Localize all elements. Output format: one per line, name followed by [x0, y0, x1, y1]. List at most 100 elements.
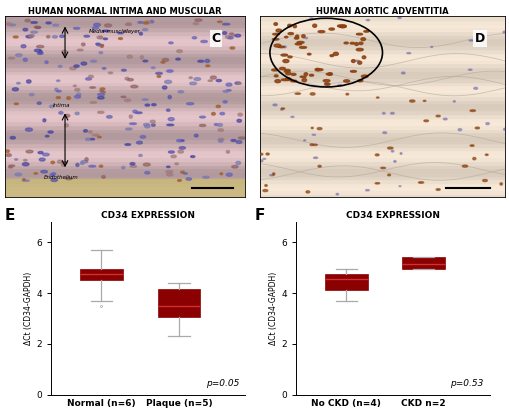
Bar — [260, 20, 504, 24]
Ellipse shape — [92, 134, 99, 136]
Ellipse shape — [361, 56, 365, 59]
Bar — [5, 107, 244, 111]
Ellipse shape — [39, 158, 45, 161]
Bar — [5, 74, 244, 78]
Ellipse shape — [329, 55, 333, 57]
Ellipse shape — [260, 160, 263, 162]
Ellipse shape — [406, 53, 410, 54]
Ellipse shape — [25, 19, 30, 22]
Ellipse shape — [312, 24, 316, 27]
Ellipse shape — [285, 78, 289, 80]
Bar — [5, 67, 244, 71]
Ellipse shape — [14, 103, 18, 105]
PathPatch shape — [402, 257, 444, 269]
Ellipse shape — [73, 28, 79, 29]
Ellipse shape — [45, 61, 48, 63]
Ellipse shape — [124, 99, 130, 102]
Ellipse shape — [390, 150, 393, 152]
Ellipse shape — [22, 179, 25, 180]
Ellipse shape — [97, 96, 104, 99]
Ellipse shape — [281, 79, 288, 81]
Ellipse shape — [9, 165, 15, 166]
Ellipse shape — [142, 29, 148, 31]
Ellipse shape — [73, 85, 76, 87]
Ellipse shape — [186, 178, 191, 180]
Ellipse shape — [382, 132, 386, 134]
Ellipse shape — [304, 37, 307, 39]
Ellipse shape — [129, 123, 136, 125]
Ellipse shape — [218, 139, 223, 141]
Bar — [5, 38, 244, 42]
Ellipse shape — [166, 166, 169, 168]
Ellipse shape — [145, 21, 150, 24]
Ellipse shape — [97, 136, 101, 138]
Ellipse shape — [290, 116, 293, 118]
Ellipse shape — [275, 29, 281, 32]
Ellipse shape — [166, 124, 174, 126]
Ellipse shape — [201, 40, 207, 43]
Ellipse shape — [10, 136, 15, 139]
Bar — [260, 190, 504, 194]
Ellipse shape — [264, 185, 267, 186]
Ellipse shape — [136, 141, 142, 144]
Ellipse shape — [288, 56, 292, 58]
Ellipse shape — [281, 108, 284, 109]
Bar — [260, 81, 504, 85]
Ellipse shape — [43, 119, 46, 122]
Ellipse shape — [312, 144, 317, 145]
Bar — [260, 53, 504, 56]
Ellipse shape — [226, 150, 229, 153]
Bar — [260, 154, 504, 157]
Ellipse shape — [178, 150, 183, 153]
Ellipse shape — [430, 46, 432, 47]
Title: HUMAN NORMAL INTIMA AND MUSCULAR: HUMAN NORMAL INTIMA AND MUSCULAR — [28, 7, 221, 16]
Ellipse shape — [269, 175, 273, 176]
Ellipse shape — [35, 27, 41, 28]
Bar — [5, 154, 244, 157]
Ellipse shape — [103, 38, 107, 40]
Ellipse shape — [29, 34, 34, 37]
Ellipse shape — [81, 43, 85, 46]
Text: Media-musclelayer: Media-musclelayer — [89, 29, 140, 34]
PathPatch shape — [80, 269, 123, 280]
Ellipse shape — [127, 79, 133, 81]
Ellipse shape — [229, 33, 233, 35]
Ellipse shape — [26, 35, 33, 38]
Ellipse shape — [231, 166, 238, 168]
Bar — [260, 179, 504, 183]
Ellipse shape — [235, 82, 240, 84]
Ellipse shape — [285, 78, 291, 81]
Ellipse shape — [280, 54, 287, 56]
Bar — [260, 107, 504, 111]
Ellipse shape — [318, 165, 321, 167]
Ellipse shape — [345, 93, 348, 95]
Ellipse shape — [401, 72, 404, 74]
Ellipse shape — [355, 60, 359, 62]
Ellipse shape — [129, 115, 132, 118]
Ellipse shape — [295, 43, 301, 45]
Ellipse shape — [288, 32, 293, 35]
Ellipse shape — [337, 25, 341, 27]
Ellipse shape — [422, 100, 425, 102]
Ellipse shape — [125, 144, 130, 145]
Ellipse shape — [96, 43, 100, 45]
Ellipse shape — [138, 155, 142, 157]
Bar — [260, 136, 504, 139]
Ellipse shape — [278, 46, 284, 48]
Ellipse shape — [358, 42, 362, 44]
Ellipse shape — [324, 83, 328, 84]
Ellipse shape — [217, 124, 222, 127]
Bar — [260, 111, 504, 114]
Bar — [260, 31, 504, 35]
Ellipse shape — [130, 162, 135, 165]
Ellipse shape — [6, 154, 11, 157]
Ellipse shape — [81, 62, 87, 65]
Ellipse shape — [80, 162, 84, 164]
Ellipse shape — [145, 171, 150, 174]
Ellipse shape — [89, 131, 92, 133]
Bar — [5, 92, 244, 96]
Ellipse shape — [238, 113, 242, 116]
Ellipse shape — [177, 180, 181, 181]
Ellipse shape — [168, 42, 173, 44]
Ellipse shape — [343, 80, 349, 82]
